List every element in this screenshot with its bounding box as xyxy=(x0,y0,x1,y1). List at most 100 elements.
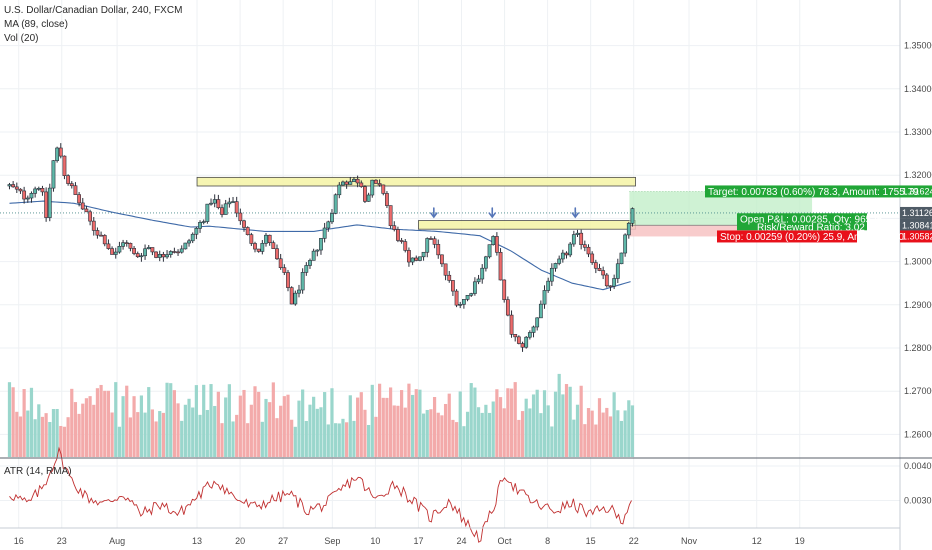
volume-bar xyxy=(88,396,92,457)
volume-bar xyxy=(117,426,122,457)
time-tick-label[interactable]: Aug xyxy=(109,536,125,546)
candle-body xyxy=(355,178,360,184)
volume-bar xyxy=(62,426,67,457)
volume-bar xyxy=(561,394,565,457)
entry-price-tag[interactable]: 1.30841 xyxy=(902,220,932,230)
volume-bar xyxy=(242,389,246,457)
volume-bar xyxy=(238,395,242,457)
candle-body xyxy=(553,263,558,269)
candle-body xyxy=(370,179,375,196)
candle-body xyxy=(91,220,96,231)
time-tick-label[interactable]: Nov xyxy=(681,536,698,546)
arrow-down-icon[interactable] xyxy=(571,207,580,219)
volume-bar xyxy=(575,404,580,457)
candle-body xyxy=(95,230,100,236)
arrow-markers[interactable] xyxy=(430,207,580,219)
atr-tick-label[interactable]: 0.0040 xyxy=(904,461,932,471)
current-price-tag[interactable]: 1.31126 xyxy=(902,208,932,218)
candle-body xyxy=(33,188,38,194)
time-tick-label[interactable]: 27 xyxy=(278,536,288,546)
candle-body xyxy=(571,234,576,245)
ma-legend[interactable]: MA (89, close) xyxy=(4,19,68,30)
volume-bar xyxy=(323,392,327,457)
price-tick-label[interactable]: 1.27000 xyxy=(904,386,932,396)
time-tick-label[interactable]: 12 xyxy=(752,536,762,546)
candle-body xyxy=(579,232,584,245)
time-tick-label[interactable]: 15 xyxy=(586,536,596,546)
price-tick-label[interactable]: 1.35000 xyxy=(904,41,932,51)
volume-bar xyxy=(128,417,133,457)
time-tick-label[interactable]: 10 xyxy=(370,536,380,546)
volume-bar xyxy=(473,387,477,457)
arrow-down-icon[interactable] xyxy=(430,207,438,219)
candle-body xyxy=(418,256,422,261)
candle-body xyxy=(135,253,140,258)
volume-bar xyxy=(352,420,356,457)
candle-body xyxy=(451,280,455,292)
volume-bar xyxy=(579,385,583,457)
volume-bar xyxy=(528,408,532,457)
arrow-down-icon[interactable] xyxy=(488,207,497,219)
candle-body xyxy=(146,247,151,250)
time-tick-label[interactable]: 8 xyxy=(545,536,550,546)
time-tick-label[interactable]: 23 xyxy=(57,536,67,546)
candle-body xyxy=(223,203,228,215)
volume-bar xyxy=(605,407,609,457)
time-tick-label[interactable]: 13 xyxy=(192,536,202,546)
candle-body xyxy=(77,194,82,204)
volume-bar xyxy=(169,383,173,457)
time-tick-label[interactable]: 17 xyxy=(413,536,423,546)
candle-body xyxy=(590,253,595,263)
volume-bar xyxy=(385,397,389,457)
price-tick-label[interactable]: 1.28000 xyxy=(904,343,932,353)
volume-bar xyxy=(326,424,330,457)
support-resistance-zones[interactable] xyxy=(196,176,636,230)
volume-bar xyxy=(557,373,561,457)
time-tick-label[interactable]: 19 xyxy=(795,536,805,546)
candle-body xyxy=(14,186,19,190)
volume-bar xyxy=(616,410,620,457)
candle-body xyxy=(377,183,382,186)
price-tick-label[interactable]: 1.33000 xyxy=(904,127,932,137)
candle-body xyxy=(88,211,92,222)
atr-tick-label[interactable]: 0.0030 xyxy=(904,496,932,506)
time-tick-label[interactable]: 20 xyxy=(235,536,245,546)
volume-bar xyxy=(539,413,543,457)
symbol-title[interactable]: U.S. Dollar/Canadian Dollar, 240, FXCM xyxy=(4,5,183,16)
price-tick-label[interactable]: 1.32000 xyxy=(904,170,932,180)
candle-body xyxy=(231,201,235,203)
time-tick-label[interactable]: 22 xyxy=(629,536,639,546)
time-tick-label[interactable]: Oct xyxy=(498,536,513,546)
time-tick-label[interactable]: 24 xyxy=(456,536,466,546)
price-tick-label[interactable]: 1.30000 xyxy=(904,257,932,267)
zone-upper-resistance[interactable] xyxy=(196,176,636,187)
candle-body xyxy=(557,258,562,264)
candle-body xyxy=(282,267,287,273)
candle-body xyxy=(480,267,485,280)
volume-bar xyxy=(165,382,169,457)
candle-body xyxy=(117,246,122,253)
volume-bar xyxy=(517,419,521,457)
volume-bar xyxy=(476,407,481,457)
time-tick-label[interactable]: Sep xyxy=(324,536,340,546)
volume-bar xyxy=(11,387,15,457)
price-tick-label[interactable]: 1.29000 xyxy=(904,300,932,310)
candle-body xyxy=(461,299,466,305)
volume-legend[interactable]: Vol (20) xyxy=(4,33,39,44)
stop-price-tag[interactable]: 1.30582 xyxy=(902,231,932,241)
candle-body xyxy=(80,202,85,210)
target-price-tag[interactable]: 1.31624 xyxy=(902,186,932,196)
volume-bar xyxy=(172,390,176,457)
candle-body xyxy=(396,229,400,241)
candle-body xyxy=(366,194,371,202)
atr-legend[interactable]: ATR (14, RMA) xyxy=(4,466,72,477)
time-tick-label[interactable]: 16 xyxy=(14,536,24,546)
volume-bar xyxy=(81,403,85,457)
price-tick-label[interactable]: 1.34000 xyxy=(904,84,932,94)
target-price-tag-bg xyxy=(900,185,932,198)
candle-body xyxy=(267,234,272,244)
zone-lower-resistance[interactable] xyxy=(418,220,636,230)
